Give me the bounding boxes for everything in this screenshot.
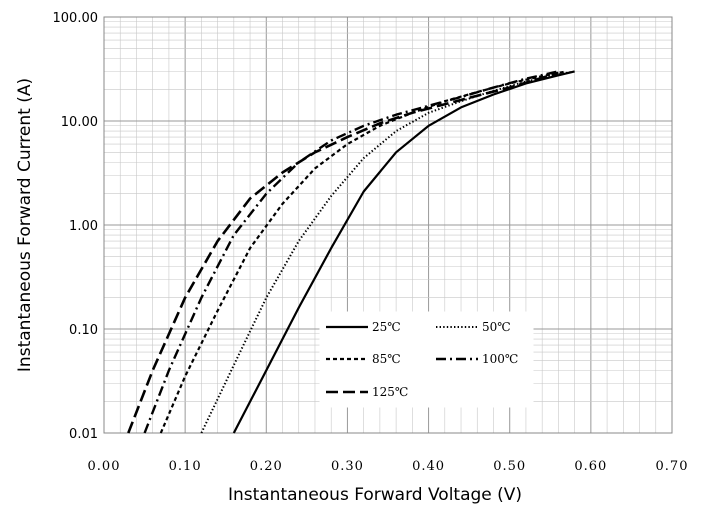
plot-frame: [103, 16, 673, 434]
x-tick-label: 0.70: [656, 459, 689, 474]
x-tick-label: 0.60: [574, 459, 607, 474]
legend-label: 25℃: [372, 320, 401, 334]
series-line: [127, 71, 559, 434]
x-tick-label: 0.10: [169, 459, 202, 474]
y-tick-label: 100.00: [53, 11, 99, 26]
legend-label: 125℃: [372, 385, 408, 399]
y-tick-labels: 0.01 0.10 1.00 10.00 100.00: [53, 11, 99, 442]
x-tick-label: 0.40: [412, 459, 445, 474]
x-tick-labels: 0.00 0.10 0.20 0.30 0.40 0.50 0.60 0.70: [88, 459, 689, 474]
series-line: [232, 70, 575, 434]
x-tick-label: 0.00: [88, 459, 121, 474]
legend-label: 85℃: [372, 352, 401, 366]
y-axis-title: Instantaneous Forward Current (A): [15, 78, 35, 372]
legend-label: 50℃: [482, 320, 511, 334]
y-tick-label: 1.00: [69, 219, 98, 234]
series-layer: [127, 70, 575, 434]
series-line: [159, 70, 567, 434]
y-tick-label: 0.10: [69, 323, 98, 338]
x-tick-label: 0.50: [493, 459, 526, 474]
x-axis-title: Instantaneous Forward Voltage (V): [228, 485, 522, 505]
y-tick-label: 0.01: [69, 427, 98, 442]
y-tick-label: 10.00: [61, 115, 98, 130]
x-tick-label: 0.30: [331, 459, 364, 474]
legend-label: 100℃: [482, 352, 518, 366]
legend: 25℃ 50℃ 85℃ 100℃ 125℃: [319, 311, 534, 408]
x-tick-label: 0.20: [250, 459, 283, 474]
